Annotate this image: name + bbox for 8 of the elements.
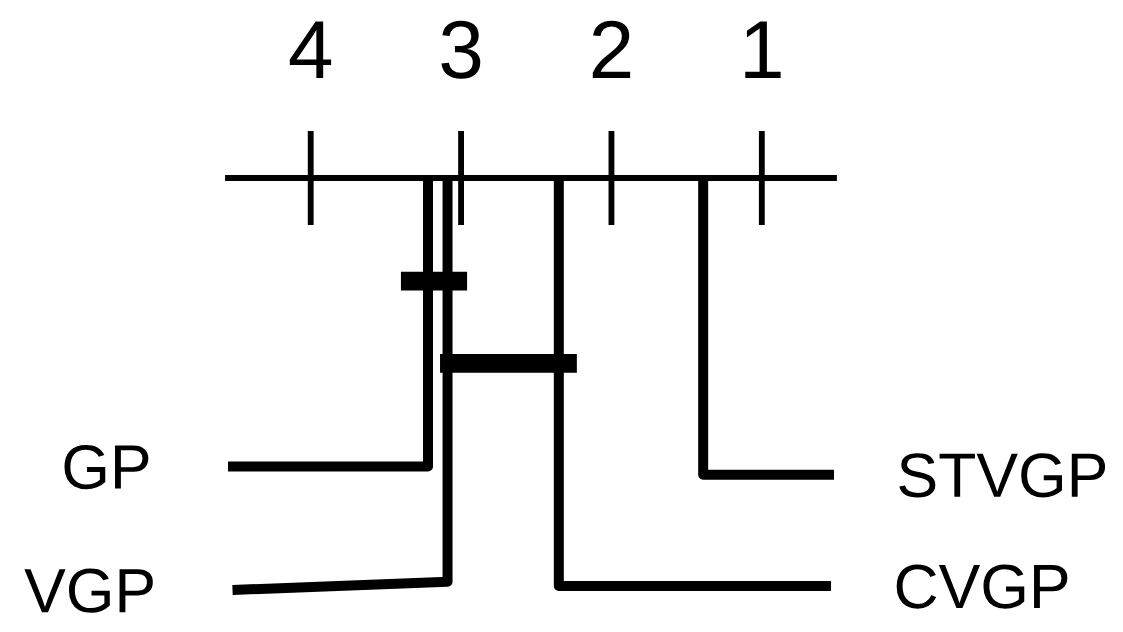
series-label: CVGP bbox=[896, 564, 1068, 609]
series-label: VGP bbox=[24, 568, 153, 613]
x-tick-label: 3 bbox=[441, 20, 481, 79]
x-tick-label: 1 bbox=[745, 21, 781, 78]
x-tick-label: 2 bbox=[592, 20, 631, 78]
x-tick-label: 4 bbox=[289, 21, 332, 78]
series-label: GP bbox=[64, 444, 149, 490]
series-label: STVGP bbox=[899, 453, 1106, 498]
